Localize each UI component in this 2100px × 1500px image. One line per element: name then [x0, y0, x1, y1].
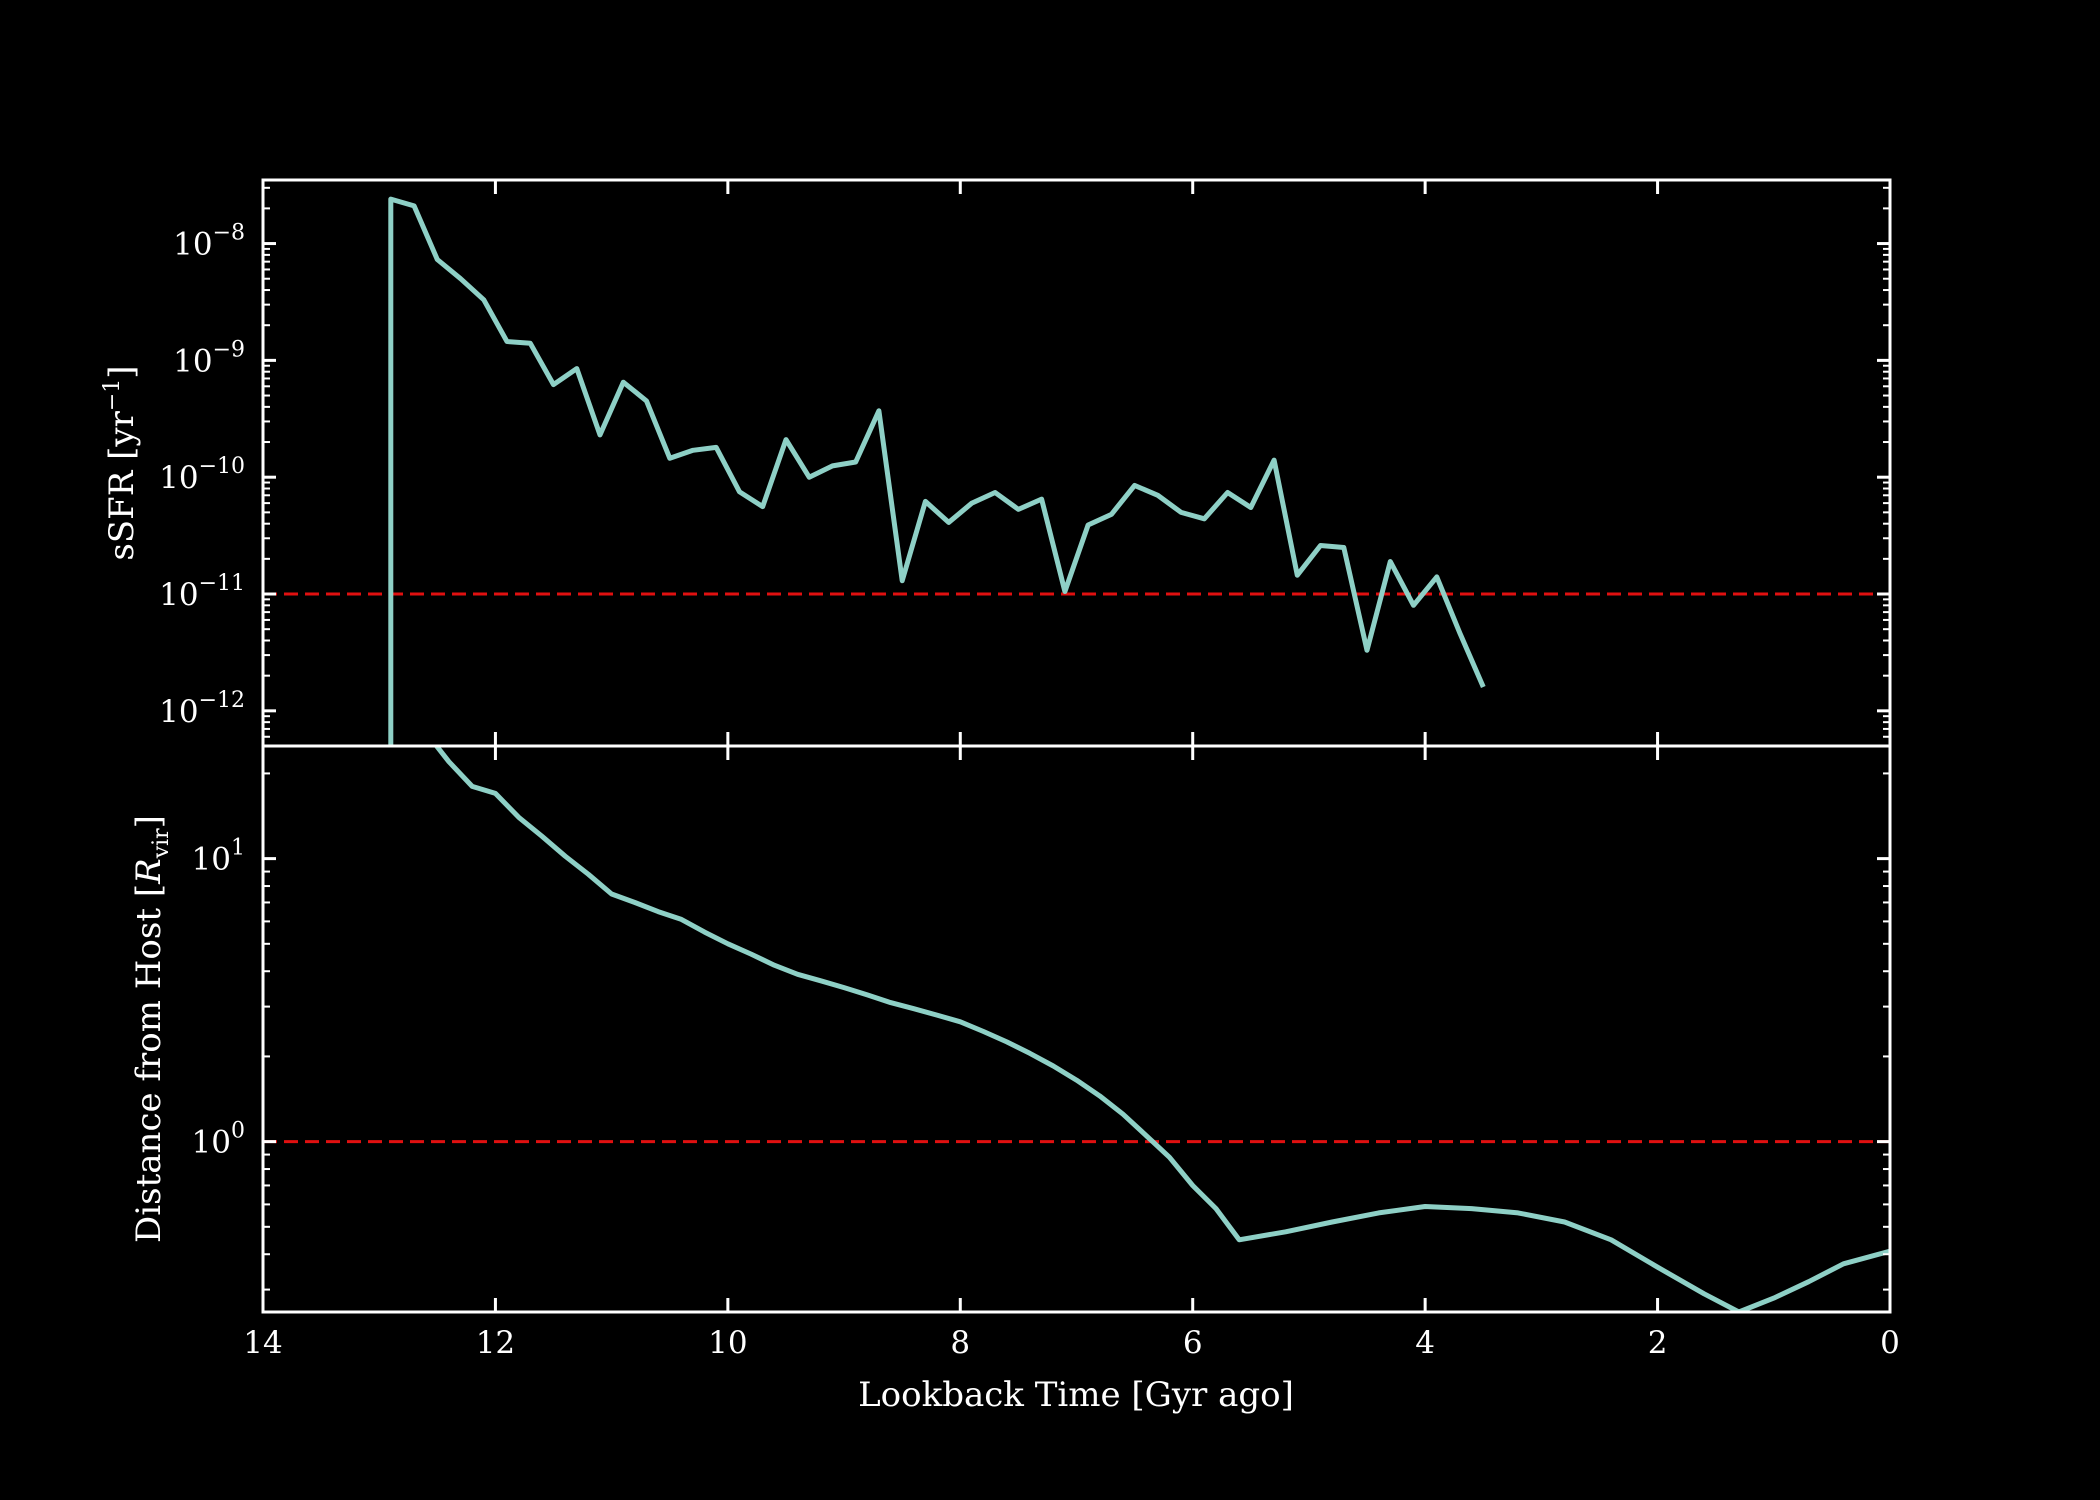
- ssfr-ytick-label: 10−11: [159, 571, 245, 613]
- xtick-labels: 14 12 10 8 6 4 2 0: [243, 1325, 1900, 1361]
- distance-axes-frame: [261, 744, 1892, 1314]
- xtick-label: 0: [1880, 1325, 1900, 1361]
- xtick-label: 2: [1648, 1325, 1668, 1361]
- xtick-label: 4: [1415, 1325, 1435, 1361]
- ssfr-ylabel: sSFR [yr−1]: [100, 365, 142, 560]
- xtick-label: 14: [243, 1325, 282, 1361]
- ssfr-series-group: [388, 196, 1486, 746]
- ssfr-ytick-label: 10−12: [159, 688, 245, 730]
- distance-ytick-labels: 101 100: [192, 836, 245, 1161]
- distance-panel: 101 100 Distance from Host [Rvir]: [129, 744, 1892, 1314]
- ssfr-series-line: [388, 196, 1486, 746]
- distance-ytick-label: 100: [192, 1119, 245, 1161]
- ssfr-ytick-label: 10−10: [159, 454, 245, 496]
- ssfr-ytick-label: 10−8: [173, 221, 245, 263]
- ssfr-ytick-label: 10−9: [173, 337, 245, 379]
- xtick-label: 8: [950, 1325, 970, 1361]
- ssfr-ytick-labels: 10−8 10−9 10−10 10−11 10−12: [159, 221, 245, 730]
- xtick-label: 12: [476, 1325, 515, 1361]
- xtick-label: 10: [708, 1325, 747, 1361]
- x-axis-label: Lookback Time [Gyr ago]: [858, 1375, 1294, 1415]
- xtick-label: 6: [1183, 1325, 1203, 1361]
- distance-ytick-label: 101: [192, 836, 245, 878]
- distance-series-group: [433, 746, 1890, 1312]
- distance-series-line: [433, 746, 1890, 1312]
- distance-ylabel: Distance from Host [Rvir]: [129, 815, 174, 1243]
